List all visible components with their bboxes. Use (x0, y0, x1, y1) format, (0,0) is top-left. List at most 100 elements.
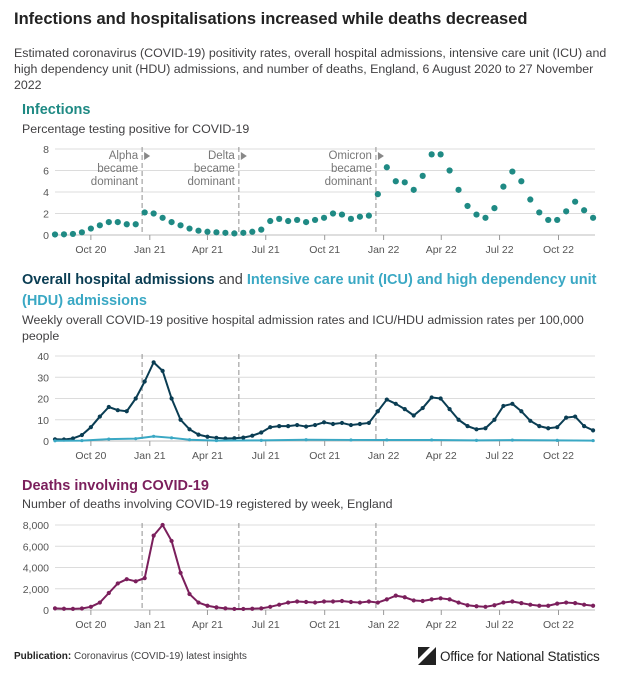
data-point (357, 421, 363, 427)
data-point (107, 437, 111, 441)
deaths-title: Deaths involving COVID-19 (22, 478, 209, 494)
data-point (482, 214, 489, 221)
data-point (554, 216, 561, 224)
data-point (169, 538, 174, 544)
data-point (564, 415, 569, 420)
y-tick-label: 40 (37, 351, 49, 363)
data-point (240, 229, 247, 236)
data-point (465, 424, 470, 429)
footer-link[interactable]: Coronavirus (COVID-19) latest insights (74, 651, 247, 662)
data-point (492, 417, 497, 422)
y-tick-label: 20 (37, 394, 49, 406)
data-point (304, 438, 308, 442)
x-tick-label: Jan 21 (134, 244, 166, 256)
data-point (474, 604, 479, 609)
hospital-title-overall: Overall hospital admissions (22, 272, 215, 288)
data-point (115, 581, 120, 586)
data-point (339, 420, 345, 426)
data-point (582, 602, 587, 607)
data-point (311, 216, 319, 224)
data-point (420, 598, 425, 604)
data-point (446, 167, 453, 174)
data-point (250, 433, 255, 438)
data-point (195, 227, 202, 234)
y-tick-label: 6 (43, 166, 49, 178)
data-point (286, 424, 291, 429)
data-point (277, 602, 282, 607)
y-tick-label: 2,000 (23, 584, 49, 596)
data-point (52, 606, 58, 611)
data-point (259, 430, 264, 435)
series-line (54, 361, 594, 441)
data-point (590, 603, 596, 608)
annotation-arrow-icon (144, 152, 151, 160)
data-point (231, 230, 238, 237)
data-point (152, 434, 156, 438)
data-point (456, 417, 461, 422)
data-point (518, 178, 525, 185)
data-point (510, 599, 515, 604)
data-point (232, 436, 237, 441)
data-point (527, 196, 534, 203)
x-tick-label: Oct 22 (543, 244, 574, 256)
data-point (348, 422, 354, 428)
data-point (402, 595, 407, 600)
annotation-text: became (194, 163, 235, 175)
data-point (178, 417, 183, 422)
data-point (430, 438, 434, 442)
page-title: Infections and hospitalisations increase… (14, 10, 528, 28)
data-point (169, 396, 174, 401)
x-tick-label: Jul 22 (486, 244, 514, 256)
data-point (464, 202, 471, 210)
annotation-text: Delta (208, 150, 235, 162)
annotation-text: dominant (325, 176, 373, 188)
data-point (241, 435, 246, 440)
annotation-arrow-icon (240, 152, 247, 160)
data-point (286, 600, 291, 605)
data-point (79, 432, 85, 438)
data-point (96, 222, 103, 229)
data-point (411, 598, 416, 603)
data-point (519, 600, 524, 606)
data-point (492, 603, 497, 608)
data-point (357, 600, 363, 605)
data-point (186, 225, 193, 232)
data-point (339, 598, 345, 604)
data-point (356, 213, 364, 220)
data-point (563, 208, 570, 215)
data-point (500, 183, 507, 190)
data-point (196, 600, 201, 605)
annotation-text: dominant (188, 176, 236, 188)
data-point (124, 577, 129, 582)
x-tick-label: Oct 21 (309, 619, 340, 631)
data-point (581, 207, 588, 214)
data-point (285, 217, 292, 225)
data-point (223, 436, 228, 441)
data-point (320, 214, 328, 221)
data-point (159, 214, 166, 221)
x-tick-label: Jul 22 (486, 619, 514, 631)
data-point (509, 168, 516, 175)
hospital-chart: 0 10 20 30 40 Oct 20 Jan 21 Apr 21 Jul 21 Oct 21 J… (37, 351, 596, 462)
data-point (78, 229, 86, 236)
annotation-text: became (97, 163, 138, 175)
annotation-text: Alpha (109, 150, 139, 162)
annotation-text: dominant (91, 176, 139, 188)
data-point (483, 604, 488, 609)
data-point (321, 420, 327, 425)
data-point (474, 438, 479, 442)
data-point (60, 231, 68, 238)
data-point (304, 424, 309, 429)
data-point (375, 409, 380, 414)
x-tick-label: Oct 20 (75, 619, 106, 631)
data-point (196, 432, 201, 437)
data-point (572, 198, 579, 205)
data-point (53, 439, 57, 443)
data-point (375, 600, 380, 605)
data-point (267, 217, 274, 225)
infections-chart: 0 2 4 6 8 Oct 20 Jan 21 Apr 21 Jul 21 Oct 21 Jan 2… (43, 144, 597, 256)
data-point (555, 425, 560, 430)
data-point (61, 606, 67, 611)
data-point (455, 186, 462, 193)
